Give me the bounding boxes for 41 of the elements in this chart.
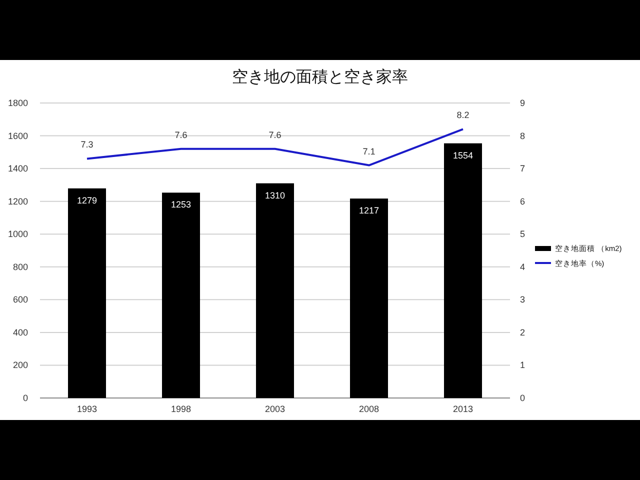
y2-tick-label: 5 xyxy=(520,229,526,240)
y2-tick-label: 9 xyxy=(520,98,526,108)
data-label: 7.3 xyxy=(80,140,94,150)
y2-tick-label: 2 xyxy=(520,327,526,338)
y2-tick-label: 6 xyxy=(520,196,526,206)
x-tick-label: 1998 xyxy=(170,404,192,414)
bar xyxy=(444,143,482,398)
bar xyxy=(256,183,294,398)
y-tick-label: 600 xyxy=(12,294,28,305)
data-label: 8.2 xyxy=(456,110,470,120)
x-tick-label: 1993 xyxy=(76,404,98,414)
y2-tick-label: 0 xyxy=(520,393,526,403)
y-tick-label: 1800 xyxy=(8,98,28,108)
y-tick-label: 0 xyxy=(22,393,28,403)
y-tick-label: 1000 xyxy=(8,229,28,240)
y2-tick-label: 8 xyxy=(520,130,526,141)
y-tick-label: 1200 xyxy=(8,196,28,206)
data-label: 1279 xyxy=(76,195,98,206)
y2-tick-label: 4 xyxy=(520,262,526,272)
y-tick-label: 1400 xyxy=(8,164,28,174)
bar xyxy=(68,188,106,398)
y2-tick-label: 7 xyxy=(520,164,526,174)
data-label: 1253 xyxy=(170,200,192,210)
data-label: 7.6 xyxy=(174,130,188,140)
x-tick-label: 2013 xyxy=(452,404,474,414)
x-tick-label: 2008 xyxy=(358,404,380,414)
bar xyxy=(162,192,200,398)
data-label: 7.6 xyxy=(268,130,282,140)
y-tick-label: 200 xyxy=(12,360,28,370)
y-tick-label: 800 xyxy=(12,262,28,272)
y-tick-label: 1600 xyxy=(8,130,28,141)
x-tick-label: 2003 xyxy=(264,404,286,414)
data-label: 1310 xyxy=(264,190,286,200)
bar xyxy=(350,198,388,398)
y-tick-label: 400 xyxy=(12,327,28,338)
y2-tick-label: 1 xyxy=(520,360,526,370)
data-label: 1217 xyxy=(358,206,380,216)
data-label: 7.1 xyxy=(362,146,376,156)
data-label: 1554 xyxy=(452,150,474,160)
y2-tick-label: 3 xyxy=(520,294,526,305)
chart-title: 空き地の面積と空き家率 xyxy=(232,68,408,86)
